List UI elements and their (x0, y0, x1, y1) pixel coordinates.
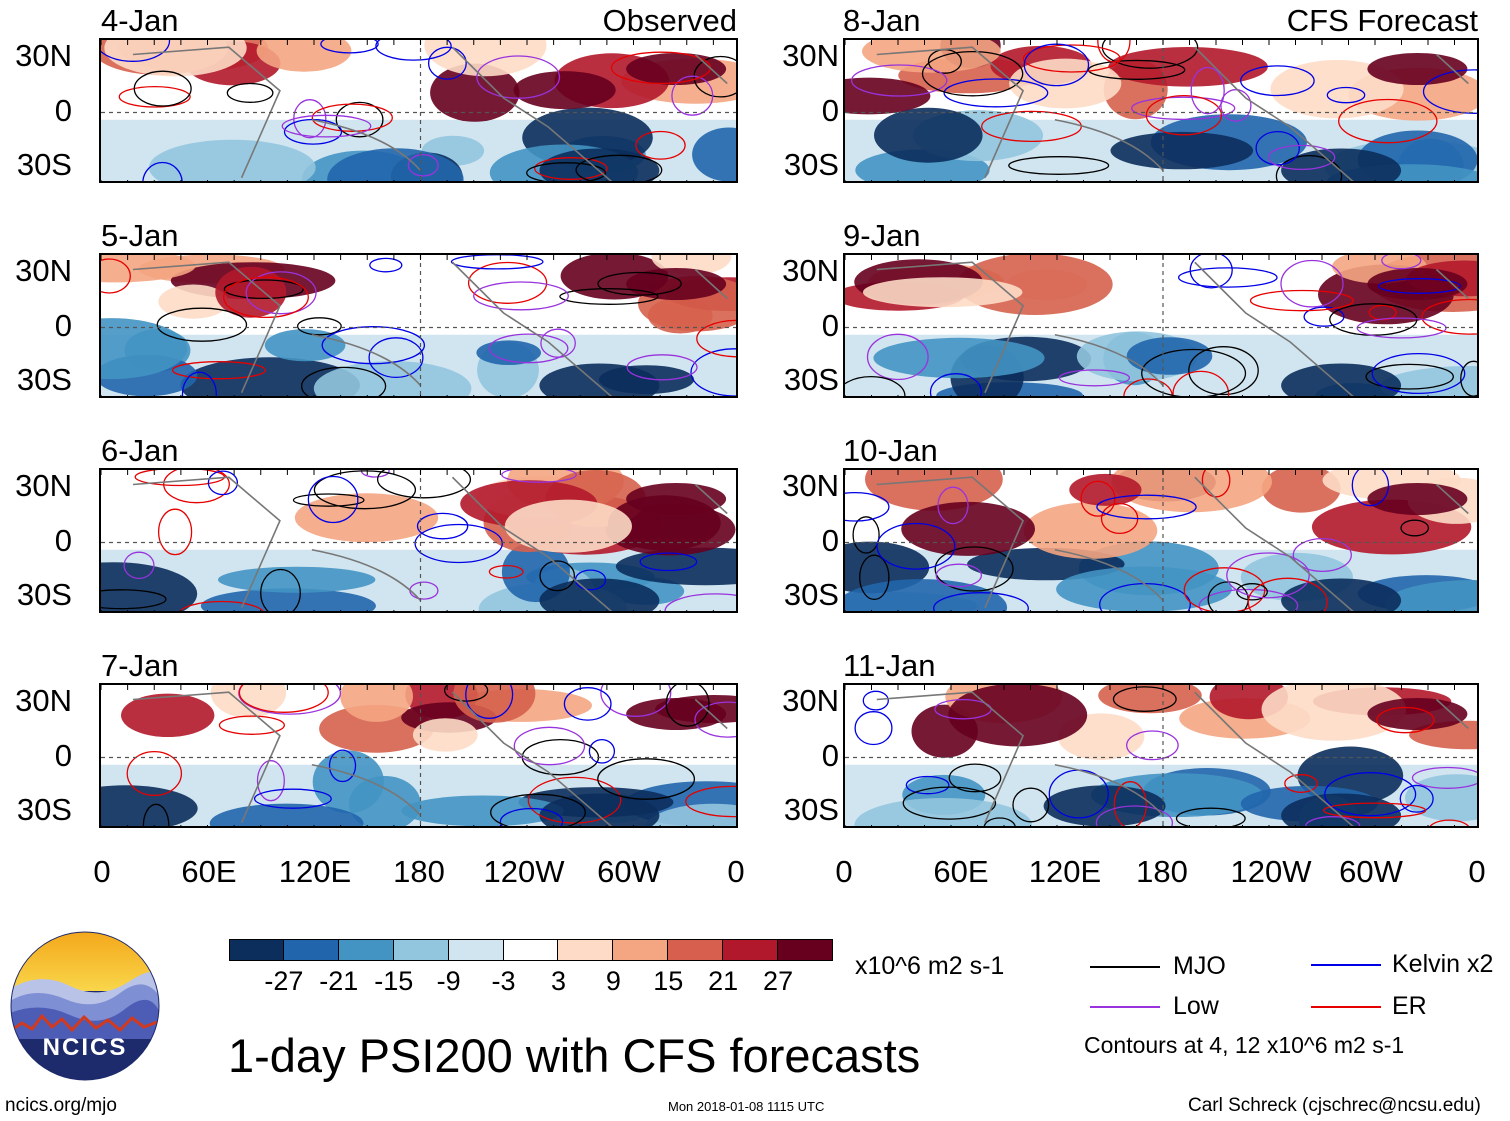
panel-date-8-jan: 8-Jan (843, 3, 921, 38)
colorbar-tick-label: -15 (374, 966, 414, 996)
colorbar-frame (229, 939, 833, 961)
panel-date-10-jan: 10-Jan (843, 433, 938, 468)
timestamp: Mon 2018-01-08 1115 UTC (668, 1099, 825, 1114)
colorbar-cell (448, 939, 504, 961)
map-panel-8-jan (843, 38, 1479, 183)
lon-label-60w: 60W (1339, 854, 1403, 889)
figure-title: 1-day PSI200 with CFS forecasts (228, 1029, 921, 1082)
lon-label-0: 0 (835, 854, 853, 889)
legend-line-low (1090, 1006, 1160, 1008)
cfs-forecast-label: CFS Forecast (1286, 3, 1478, 38)
lon-label-120e: 120E (278, 854, 352, 889)
colorbar-cell (393, 939, 449, 961)
lat-label-30n: 30N (15, 683, 72, 718)
lon-label-360: 0 (727, 854, 745, 889)
lat-label-30s: 30S (16, 792, 72, 827)
legend-line-er (1311, 1006, 1381, 1008)
lon-label-180: 180 (393, 854, 445, 889)
lon-label-120w: 120W (483, 854, 565, 889)
legend-label-low: Low (1173, 992, 1219, 1020)
ncics-logo: NCICS (10, 931, 160, 1081)
lat-label-0: 0 (821, 523, 839, 558)
lat-label-30n: 30N (782, 38, 839, 73)
ncics-logo-graphic: NCICS (10, 931, 160, 1081)
legend-label-kelvin: Kelvin x2 (1392, 950, 1494, 978)
colorbar-cell (283, 939, 339, 961)
lat-label-30n: 30N (782, 683, 839, 718)
lat-label-0: 0 (821, 738, 839, 773)
lon-label-0: 0 (93, 854, 111, 889)
legend-line-mjo (1090, 966, 1160, 968)
logo-text: NCICS (43, 1034, 128, 1061)
map-panel-5-jan (99, 253, 738, 398)
map-panel-10-jan (843, 468, 1479, 613)
colorbar-tick-label: -9 (436, 966, 461, 996)
lon-label-60w: 60W (597, 854, 661, 889)
lon-label-60e: 60E (933, 854, 989, 889)
colorbar-cell (503, 939, 559, 961)
panel-date-6-jan: 6-Jan (101, 433, 179, 468)
lon-label-60e: 60E (181, 854, 237, 889)
lat-label-0: 0 (54, 93, 72, 128)
lon-label-360: 0 (1468, 854, 1486, 889)
map-panel-7-jan (99, 683, 738, 828)
lat-label-30n: 30N (782, 468, 839, 503)
colorbar-cell (558, 939, 614, 961)
colorbar-tick-label: 15 (653, 966, 684, 996)
lat-label-30n: 30N (15, 468, 72, 503)
site-link[interactable]: ncics.org/mjo (5, 1095, 117, 1116)
lat-label-30s: 30S (783, 147, 839, 182)
lat-label-30s: 30S (16, 577, 72, 612)
lat-label-0: 0 (54, 523, 72, 558)
observed-label: Observed (602, 3, 737, 38)
lat-label-0: 0 (54, 738, 72, 773)
colorbar-cell (723, 939, 779, 961)
lat-label-30s: 30S (16, 147, 72, 182)
lat-label-30n: 30N (15, 253, 72, 288)
colorbar-tick-label: -21 (319, 966, 359, 996)
colorbar-cell (613, 939, 669, 961)
colorbar-tick-label: 27 (763, 966, 794, 996)
lat-label-30s: 30S (783, 792, 839, 827)
map-panel-9-jan (843, 253, 1479, 398)
lat-label-30s: 30S (16, 362, 72, 397)
lon-label-120e: 120E (1028, 854, 1102, 889)
credit: Carl Schreck (cjschrec@ncsu.edu) (1188, 1095, 1481, 1116)
colorbar-cell (668, 939, 724, 961)
panel-date-7-jan: 7-Jan (101, 648, 179, 683)
panel-date-11-jan: 11-Jan (843, 648, 936, 683)
legend-line-kelvin (1311, 964, 1381, 966)
lon-label-180: 180 (1136, 854, 1188, 889)
legend-label-er: ER (1392, 992, 1427, 1020)
colorbar-tick-label: 21 (708, 966, 739, 996)
contour-note: Contours at 4, 12 x10^6 m2 s-1 (1084, 1032, 1405, 1058)
lat-label-30s: 30S (783, 362, 839, 397)
lon-label-120w: 120W (1230, 854, 1312, 889)
lat-label-30s: 30S (783, 577, 839, 612)
colorbar-tick-label: 9 (605, 966, 621, 996)
legend-label-mjo: MJO (1173, 952, 1226, 980)
lat-label-0: 0 (54, 308, 72, 343)
colorbar-tick-label: -3 (491, 966, 516, 996)
lat-label-30n: 30N (15, 38, 72, 73)
colorbar-cell (338, 939, 394, 961)
panel-date-4-jan: 4-Jan (101, 3, 179, 38)
map-panel-11-jan (843, 683, 1479, 828)
map-panel-4-jan (99, 38, 738, 183)
colorbar-cell (229, 939, 284, 961)
colorbar-tick-label: -27 (264, 966, 304, 996)
panel-date-5-jan: 5-Jan (101, 218, 179, 253)
colorbar-tick-label: 3 (550, 966, 566, 996)
panel-date-9-jan: 9-Jan (843, 218, 921, 253)
lat-label-0: 0 (821, 308, 839, 343)
lat-label-0: 0 (821, 93, 839, 128)
colorbar-units: x10^6 m2 s-1 (855, 952, 1005, 980)
lat-label-30n: 30N (782, 253, 839, 288)
map-panel-6-jan (99, 468, 738, 613)
